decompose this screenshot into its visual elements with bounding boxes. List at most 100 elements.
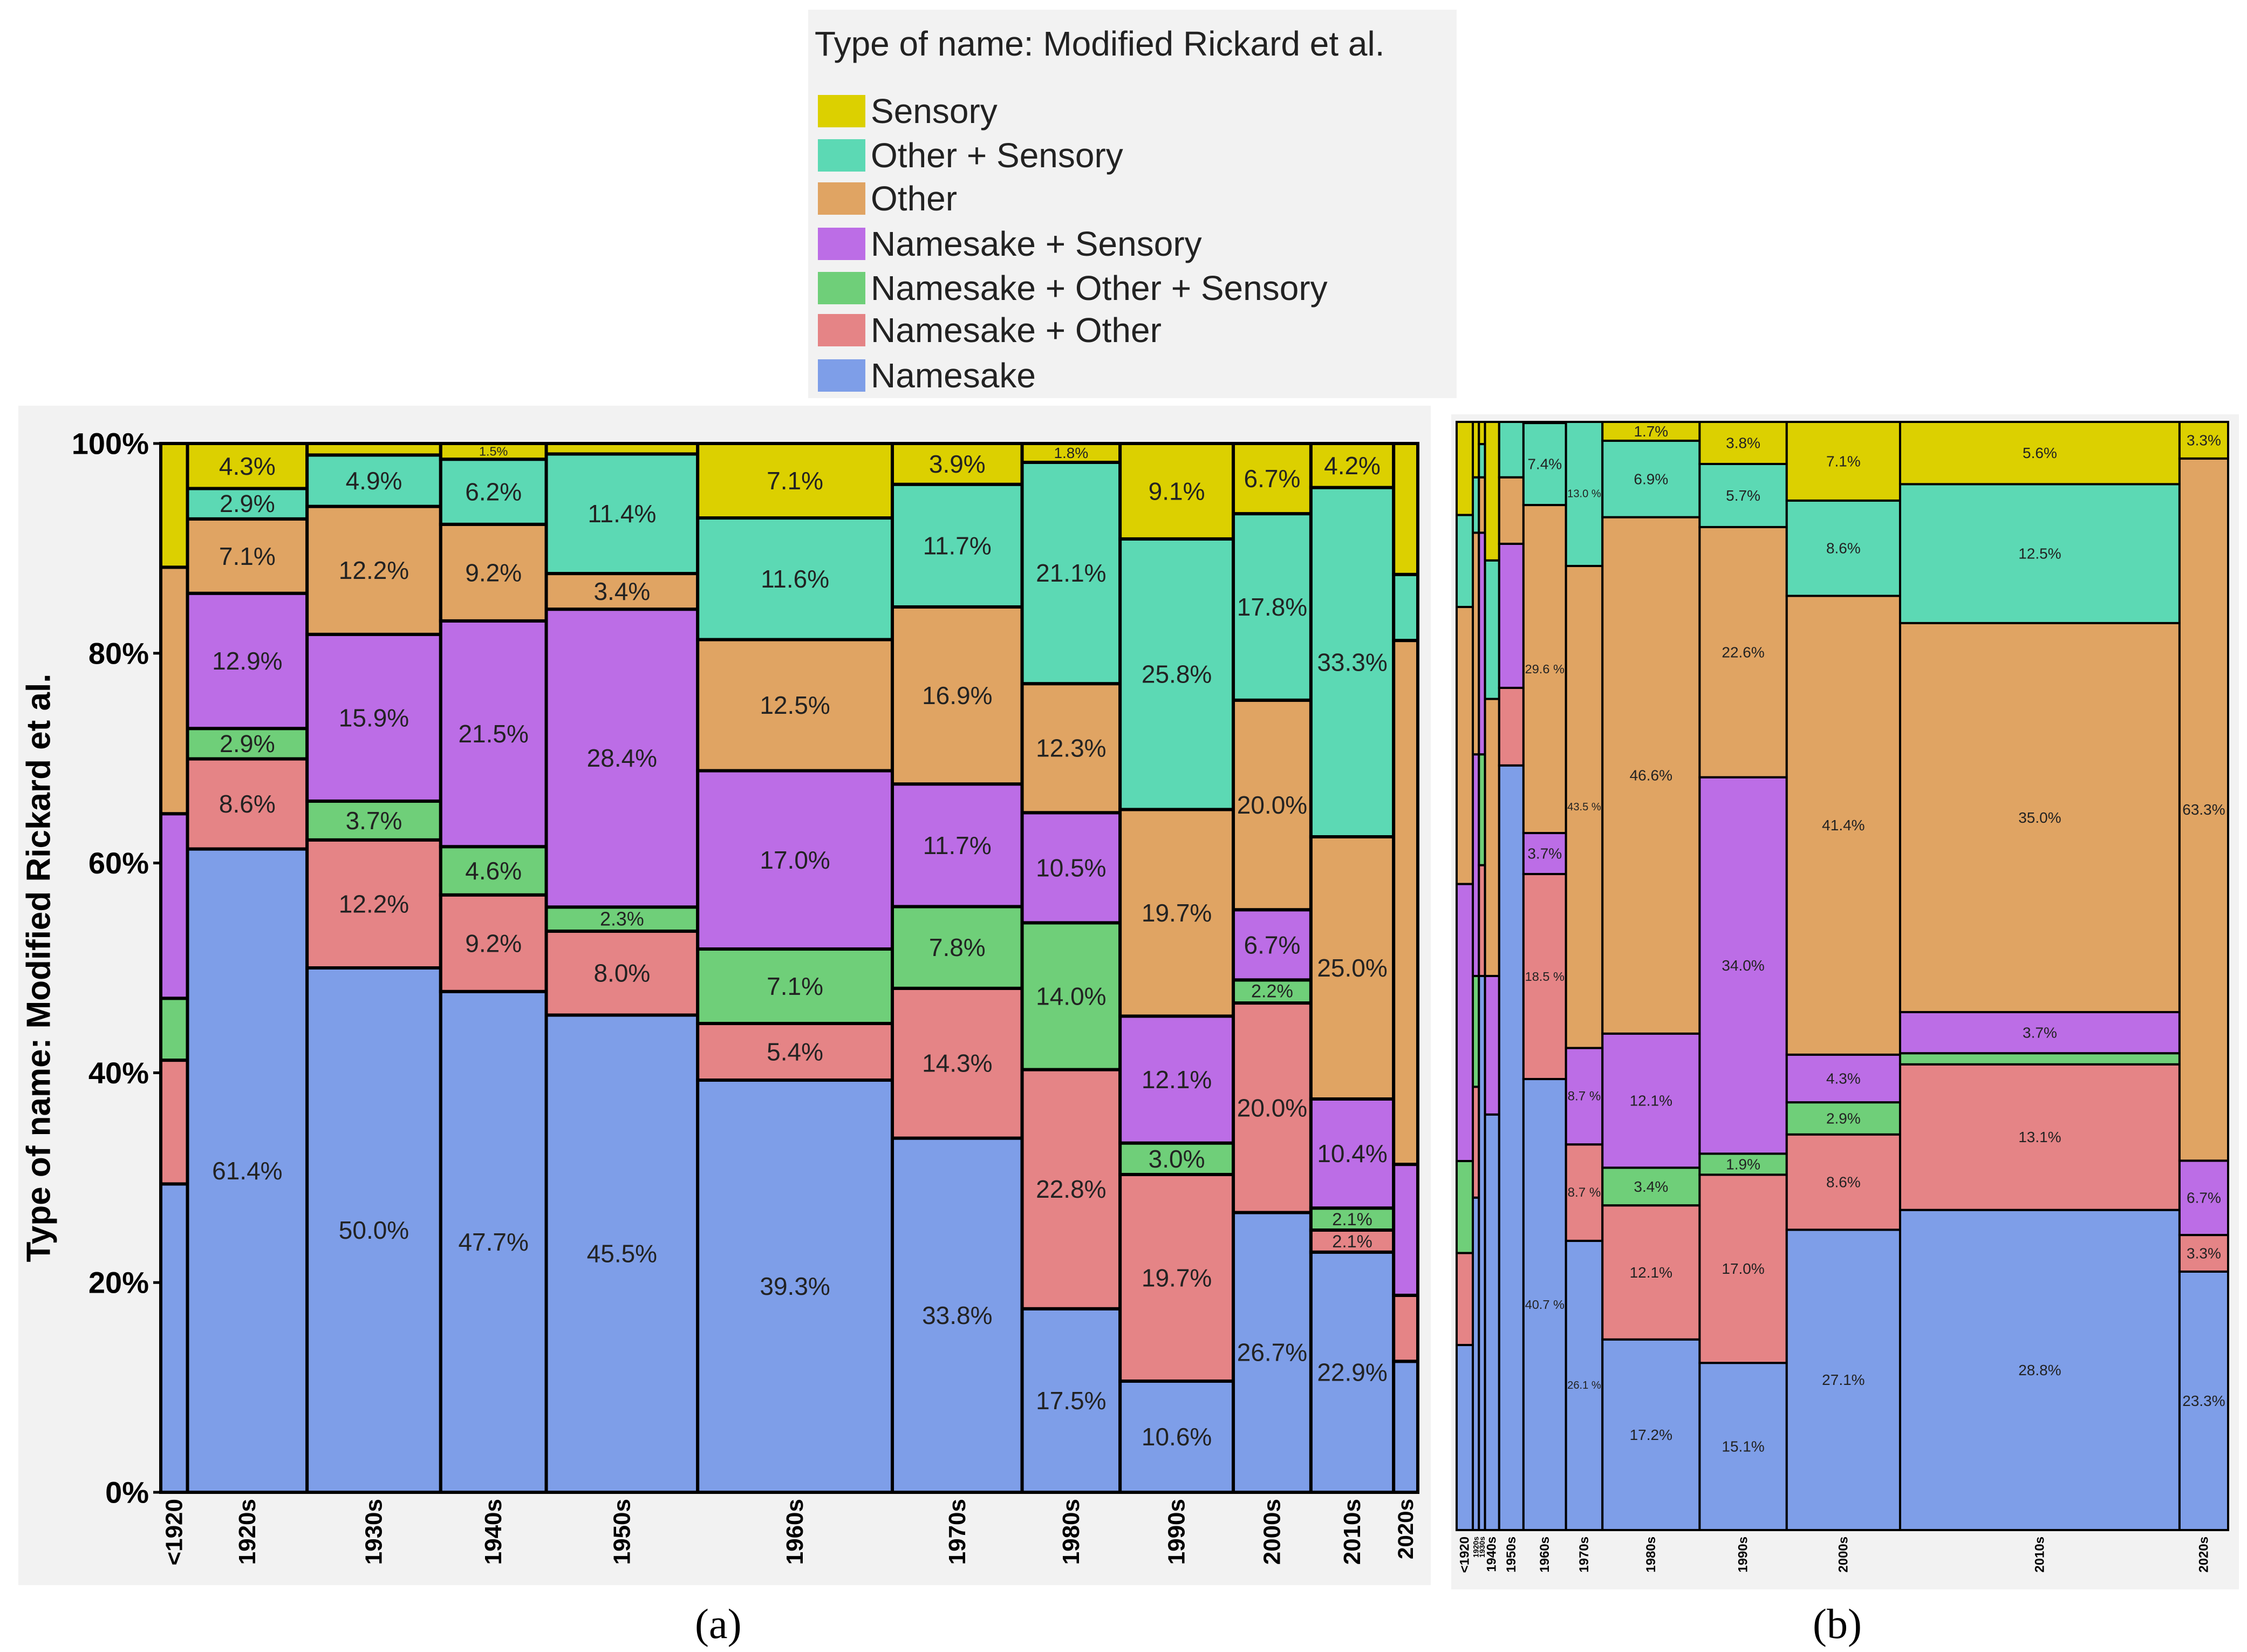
- legend-label-sensory: Sensory: [871, 92, 998, 131]
- bar-a-1970s-other-sensory: [891, 482, 1024, 609]
- bar-b-1980s-namesake-sensory: [1601, 1032, 1701, 1169]
- x-tick-label-a-1960s: 1960s: [782, 1499, 808, 1565]
- x-tick-label-a-2010s: 2010s: [1339, 1499, 1365, 1565]
- x-tick-label-b-1920: <1920: [1458, 1537, 1472, 1573]
- data-label-a-1920s-other-sensory: 2.9%: [220, 490, 275, 517]
- data-label-b-1990s-namesake: 15.1%: [1722, 1438, 1764, 1455]
- caption-a: (a): [695, 1600, 742, 1647]
- bar-b-2000s-namesake: [1785, 1228, 1901, 1531]
- y-tick-label-a-3: 60%: [88, 846, 149, 880]
- data-label-a-1940s-other-sensory: 6.2%: [465, 478, 522, 506]
- x-tick-label-a-2000s: 2000s: [1259, 1499, 1285, 1565]
- data-label-b-1990s-namesake-sensory: 34.0%: [1722, 957, 1764, 974]
- bar-b-1940s-namesake-sensory: [1484, 975, 1500, 1116]
- data-label-a-1950s-namesake-sensory: 28.4%: [587, 744, 657, 772]
- bar-b-1940s-namesake: [1484, 1113, 1500, 1531]
- y-tick-label-a-5: 100%: [72, 427, 149, 461]
- legend-swatch-sensory: [818, 95, 865, 127]
- data-label-b-1960s-namesake: 40.7 %: [1525, 1298, 1565, 1312]
- bar-b-1940s-other: [1484, 698, 1500, 977]
- x-tick-label-b-2000s: 2000s: [1836, 1537, 1850, 1573]
- data-label-a-1930s-namesake-other: 12.2%: [339, 890, 409, 918]
- data-label-a-1980s-other: 12.3%: [1036, 734, 1106, 762]
- bar-a-1970s-other: [891, 605, 1024, 786]
- data-label-a-1980s-namesake: 17.5%: [1036, 1387, 1106, 1415]
- data-label-b-1960s-other: 29.6 %: [1525, 662, 1565, 676]
- data-label-a-2000s-other-sensory: 17.8%: [1237, 593, 1307, 621]
- bar-b-1990s-namesake-sensory: [1698, 776, 1788, 1155]
- data-label-a-1970s-namesake-other-sensory: 7.8%: [929, 933, 986, 961]
- data-label-b-1990s-namesake-other-sensory: 1.9%: [1726, 1156, 1760, 1172]
- data-label-b-1970s-other-sensory: 13.0 %: [1567, 488, 1601, 500]
- legend: Type of name: Modified Rickard et al. Se…: [808, 10, 1457, 398]
- caption-b: (b): [1813, 1600, 1862, 1647]
- bar-b-2010s-namesake-other-sensory: [1898, 1052, 2181, 1066]
- data-label-a-1970s-other-sensory: 11.7%: [923, 531, 992, 559]
- data-label-a-1960s-other: 12.5%: [760, 691, 830, 719]
- data-label-a-2010s-namesake-sensory: 10.4%: [1317, 1139, 1387, 1168]
- data-label-b-2020s-namesake: 23.3%: [2182, 1392, 2225, 1409]
- bar-a-1960s-namesake: [696, 1078, 894, 1494]
- bar-b-1920-namesake-other: [1456, 1252, 1474, 1346]
- data-label-a-1990s-namesake: 10.6%: [1142, 1423, 1212, 1451]
- data-label-b-1990s-sensory: 3.8%: [1726, 434, 1760, 451]
- x-tick-label-b-1980s: 1980s: [1644, 1537, 1658, 1573]
- data-label-b-2020s-namesake-other: 3.3%: [2187, 1245, 2221, 1262]
- data-label-b-1980s-namesake-other-sensory: 3.4%: [1634, 1178, 1668, 1195]
- bar-b-2000s-other: [1785, 595, 1901, 1056]
- data-label-a-1970s-other: 16.9%: [922, 681, 992, 709]
- data-label-b-1960s-other-sensory: 7.4%: [1527, 456, 1562, 473]
- bar-a-1920s-namesake-sensory: [186, 591, 309, 731]
- bar-b-1990s-namesake-other-sensory: [1698, 1152, 1788, 1176]
- bar-a-2000s-namesake: [1232, 1211, 1313, 1494]
- legend-title: Type of name: Modified Rickard et al.: [815, 24, 1385, 63]
- data-label-a-1960s-other-sensory: 11.6%: [761, 565, 829, 593]
- bar-a-1920s-other: [186, 517, 309, 595]
- bar-b-1920-other: [1456, 606, 1474, 885]
- bar-b-2020s-namesake-other: [2178, 1234, 2229, 1273]
- bar-b-1970s-other: [1565, 565, 1604, 1049]
- legend-item-namesake-sensory: Namesake + Sensory: [818, 224, 1202, 263]
- plot-frame-a: [159, 442, 1419, 1494]
- data-label-a-1930s-namesake-other-sensory: 3.7%: [346, 807, 402, 835]
- x-tick-label-a-1920s: 1920s: [234, 1499, 261, 1565]
- x-tick-label-a-1990s: 1990s: [1164, 1499, 1190, 1565]
- x-tick-label-b-2020s: 2020s: [2196, 1537, 2211, 1573]
- bar-a-1920-namesake: [159, 1182, 189, 1494]
- data-label-b-1970s-namesake-other: 8.7 %: [1568, 1185, 1601, 1200]
- plot-frame-b: [1456, 421, 2229, 1531]
- bar-b-1990s-other-sensory: [1698, 462, 1788, 528]
- data-label-b-2000s-other: 41.4%: [1822, 817, 1864, 834]
- data-label-a-1960s-namesake-other-sensory: 7.1%: [767, 972, 823, 1000]
- bar-a-1980s-namesake-other: [1020, 1068, 1122, 1310]
- data-label-a-1930s-other-sensory: 4.9%: [346, 467, 402, 495]
- data-label-a-2010s-other-sensory: 33.3%: [1317, 648, 1387, 676]
- data-label-b-2010s-other-sensory: 12.5%: [2018, 545, 2061, 562]
- bar-a-1920-other: [159, 565, 189, 816]
- data-label-b-2000s-namesake: 27.1%: [1822, 1371, 1864, 1388]
- bar-b-2000s-other-sensory: [1785, 499, 1901, 597]
- legend-item-namesake-other: Namesake + Other: [818, 311, 1162, 350]
- legend-item-namesake-other-sensory: Namesake + Other + Sensory: [818, 269, 1328, 308]
- bar-b-2020s-namesake: [2178, 1270, 2229, 1532]
- bar-a-1930s-namesake-other-sensory: [305, 799, 442, 842]
- bar-b-1990s-other: [1698, 525, 1788, 779]
- data-label-b-1980s-namesake: 17.2%: [1630, 1426, 1672, 1443]
- data-label-a-1990s-other: 19.7%: [1142, 899, 1212, 927]
- y-tick-label-a-2: 40%: [88, 1056, 149, 1090]
- data-label-b-2010s-sensory: 5.6%: [2023, 445, 2057, 461]
- data-label-a-1970s-sensory: 3.9%: [929, 450, 986, 478]
- bar-b-1980s-namesake: [1601, 1338, 1701, 1531]
- bar-b-1950s-other-sensory: [1498, 421, 1525, 479]
- data-label-a-1960s-namesake-other: 5.4%: [767, 1038, 823, 1066]
- legend-item-other: Other: [818, 179, 957, 218]
- data-label-a-2000s-namesake-sensory: 6.7%: [1244, 931, 1301, 959]
- data-label-a-1990s-other-sensory: 25.8%: [1142, 660, 1212, 688]
- y-tick-label-a-0: 0%: [105, 1476, 149, 1510]
- legend-label-namesake-other-sensory: Namesake + Other + Sensory: [871, 269, 1328, 308]
- legend-item-other-sensory: Other + Sensory: [818, 136, 1123, 175]
- data-label-b-2020s-namesake-sensory: 6.7%: [2187, 1190, 2221, 1206]
- data-label-a-1970s-namesake: 33.8%: [922, 1301, 992, 1329]
- legend-label-other-sensory: Other + Sensory: [871, 136, 1123, 175]
